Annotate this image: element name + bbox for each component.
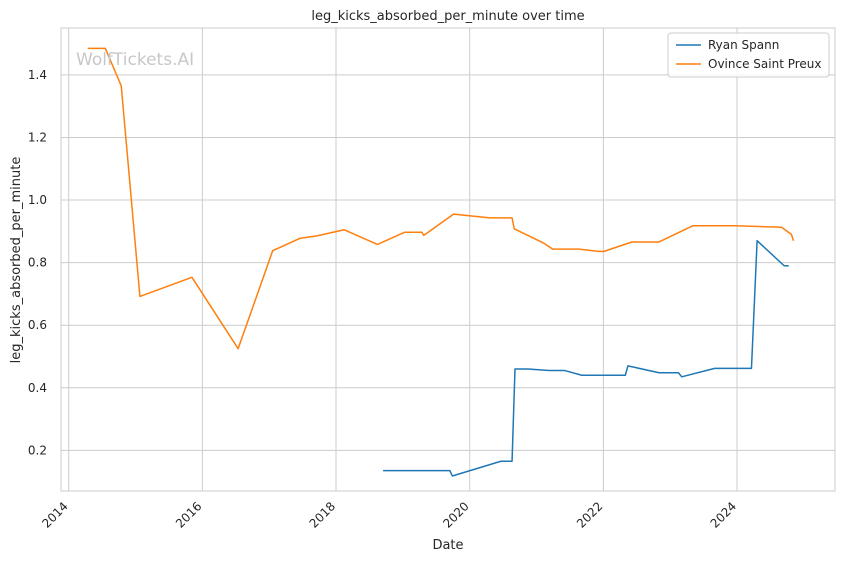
x-tick-label: 2018 (307, 499, 338, 530)
legend-box (667, 32, 830, 78)
series-line-ovince-saint-preux (87, 47, 795, 350)
x-tick-label: 2022 (574, 499, 605, 530)
y-tick-label: 0.8 (28, 256, 47, 270)
plot-background (60, 27, 836, 492)
y-tick-label: 1.0 (28, 193, 47, 207)
y-tick-label: 0.4 (28, 381, 47, 395)
watermark: WolfTickets.AI (76, 50, 194, 70)
legend-label-ovince-saint-preux: Ovince Saint Preux (708, 57, 822, 71)
x-axis-label: Date (432, 538, 463, 553)
y-tick-label: 1.2 (28, 130, 47, 144)
y-tick-label: 0.6 (28, 318, 47, 332)
y-axis-label: leg_kicks_absorbed_per_minute (9, 157, 24, 364)
x-tick-label: 2016 (173, 499, 204, 530)
legend: Ryan Spann Ovince Saint Preux (667, 32, 830, 78)
chart-title: leg_kicks_absorbed_per_minute over time (311, 9, 584, 24)
series-line-ryan-spann (383, 239, 789, 477)
y-tick-label: 1.4 (28, 68, 47, 82)
legend-label-ryan-spann: Ryan Spann (708, 38, 779, 52)
series-layer (87, 47, 795, 477)
y-tick-label: 0.2 (28, 443, 47, 457)
x-tick-label: 2014 (39, 499, 70, 530)
x-tick-label: 2024 (708, 499, 739, 530)
x-tick-label: 2020 (440, 499, 471, 530)
